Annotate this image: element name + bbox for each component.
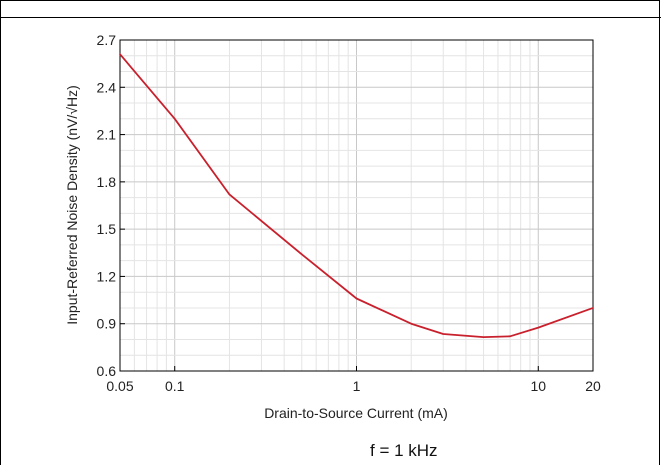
- y-tick-label: 2.7: [97, 32, 117, 48]
- y-tick-label: 0.9: [97, 316, 117, 332]
- y-tick-label: 2.1: [97, 127, 117, 143]
- y-tick-label: 1.5: [97, 221, 117, 237]
- axis-ticks: 0.05 0.1 1 10 20 0.6 0.9 1.2 1.5 1.8 2.1 2.4 2.7: [97, 32, 601, 394]
- figure-top-bar: [0, 0, 661, 18]
- series-line-0: [119, 53, 594, 339]
- frequency-caption: f = 1 kHz: [370, 441, 438, 460]
- x-tick-label: 20: [585, 378, 601, 394]
- x-tick-label: 10: [530, 378, 546, 394]
- y-tick-label: 2.4: [97, 79, 117, 95]
- y-tick-label: 1.2: [97, 268, 117, 284]
- y-tick-label: 0.6: [97, 363, 117, 379]
- x-tick-label: 0.05: [106, 378, 133, 394]
- y-axis-label: Input-Referred Noise Density (nV/√Hz): [64, 85, 80, 325]
- x-tick-label: 0.1: [165, 378, 185, 394]
- y-tick-label: 1.8: [97, 174, 117, 190]
- x-axis-label: Drain-to-Source Current (mA): [264, 405, 448, 421]
- series-layer: [119, 53, 594, 339]
- grid: [120, 40, 593, 371]
- x-tick-label: 1: [353, 378, 361, 394]
